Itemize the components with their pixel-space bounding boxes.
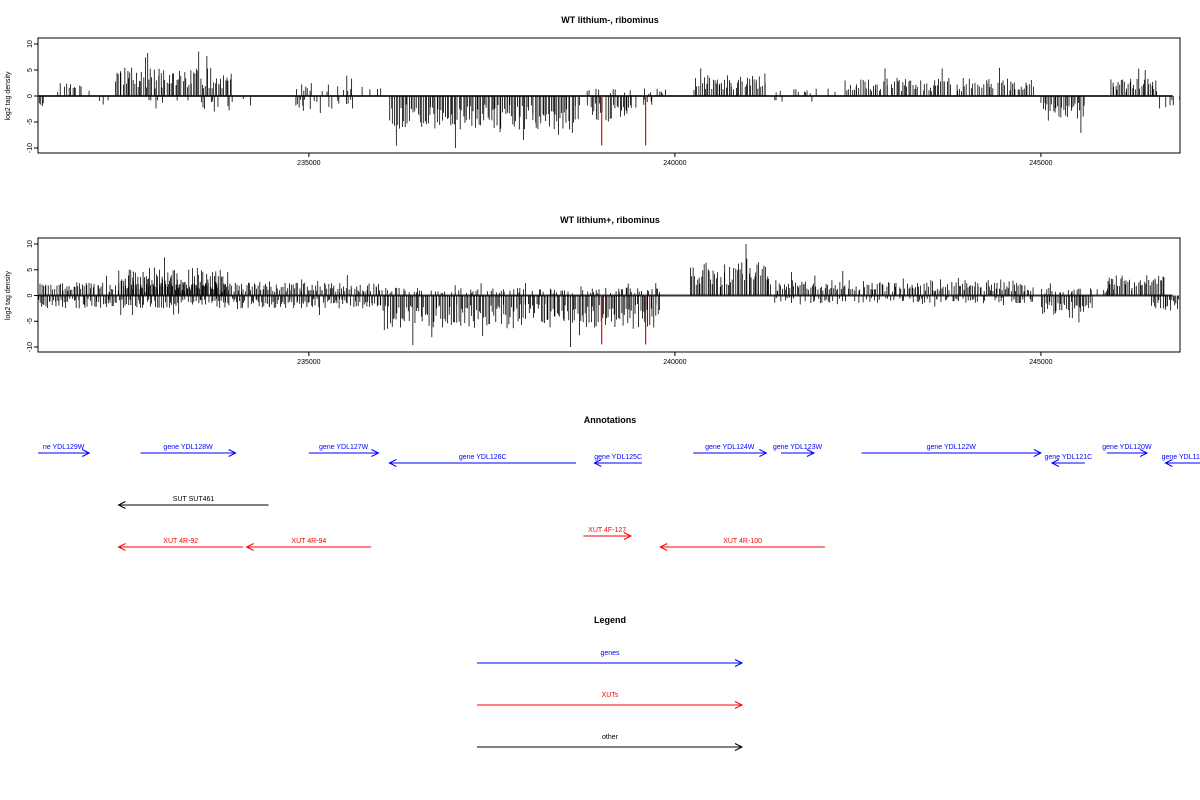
legend-arrow-head bbox=[734, 743, 744, 751]
feature-arrow-head bbox=[659, 543, 668, 551]
track-panel: WT lithium-, ribominus 10 5 0 -5 -10 log2 tag … bbox=[5, 15, 1181, 167]
annotation-feature: gene YDL121C bbox=[1044, 454, 1092, 467]
annotation-feature: gene YDL125C bbox=[593, 454, 642, 467]
y-axis-label: log2 tag density bbox=[5, 270, 12, 320]
annotation-feature: gene YDL119 bbox=[1162, 454, 1200, 467]
annotation-feature: XUT 4R-92 bbox=[117, 538, 243, 551]
annotation-feature: gene YDL120W bbox=[1102, 444, 1152, 457]
x-tick-label: 245000 bbox=[1029, 160, 1052, 167]
feature-arrow-head bbox=[623, 532, 633, 540]
feature-arrow-head bbox=[117, 543, 126, 551]
y-tick-label: 5 bbox=[27, 68, 34, 72]
feature-arrow-head bbox=[806, 449, 816, 457]
feature-label: gene YDL121C bbox=[1044, 454, 1092, 461]
annotation-feature: gene YDL127W bbox=[308, 444, 380, 457]
annotation-feature: SUT SUT461 bbox=[117, 496, 269, 509]
x-tick-label: 235000 bbox=[297, 160, 320, 167]
feature-label: XUT 4R-94 bbox=[291, 538, 326, 545]
annotation-feature: gene YDL122W bbox=[861, 444, 1043, 457]
y-axis-label: log2 tag density bbox=[5, 71, 12, 121]
annotation-feature: gene YDL126C bbox=[388, 454, 577, 467]
feature-arrow-head bbox=[1164, 459, 1173, 467]
feature-label: gene YDL119 bbox=[1162, 454, 1200, 461]
x-tick-label: 245000 bbox=[1029, 359, 1052, 366]
annotations-title: Annotations bbox=[584, 415, 637, 425]
y-tick-label: -5 bbox=[27, 119, 34, 125]
feature-arrow-head bbox=[245, 543, 254, 551]
panel-title: WT lithium+, ribominus bbox=[560, 215, 660, 225]
annotation-feature: XUT 4R-100 bbox=[659, 538, 825, 551]
feature-label: gene YDL126C bbox=[459, 454, 507, 461]
y-tick-label: 10 bbox=[27, 240, 34, 248]
feature-arrow-head bbox=[371, 449, 380, 457]
feature-label: gene YDL122W bbox=[927, 444, 977, 451]
feature-label: XUT 4F-127 bbox=[588, 527, 626, 534]
annotation-feature: gene YDL123W bbox=[773, 444, 823, 457]
legend-label: other bbox=[602, 734, 619, 741]
annotation-feature: XUT 4F-127 bbox=[583, 527, 633, 540]
feature-arrow-head bbox=[228, 449, 237, 457]
feature-arrow-head bbox=[117, 501, 126, 509]
panel-title: WT lithium-, ribominus bbox=[561, 15, 659, 25]
legend-arrow-head bbox=[734, 701, 744, 709]
signal-bars bbox=[37, 244, 1179, 347]
feature-label: gene YDL120W bbox=[1102, 444, 1152, 451]
feature-arrow-head bbox=[1139, 449, 1149, 457]
feature-arrow-head bbox=[593, 459, 602, 467]
legend-arrow-head bbox=[734, 659, 744, 667]
feature-arrow-head bbox=[388, 459, 397, 467]
feature-label: XUT 4R-92 bbox=[163, 538, 198, 545]
feature-label: gene YDL127W bbox=[319, 444, 369, 451]
legend-item: XUTs bbox=[477, 692, 744, 709]
feature-arrow-head bbox=[1050, 459, 1060, 467]
legend-label: XUTs bbox=[602, 692, 619, 699]
y-tick-label: 10 bbox=[27, 40, 34, 48]
y-tick-label: 0 bbox=[27, 293, 34, 297]
x-tick-label: 240000 bbox=[663, 160, 686, 167]
y-tick-label: 5 bbox=[27, 268, 34, 272]
feature-arrow-head bbox=[82, 449, 91, 457]
feature-arrow-head bbox=[1033, 449, 1043, 457]
annotation-feature: gene YDL128W bbox=[140, 444, 237, 457]
feature-label: XUT 4R-100 bbox=[723, 538, 762, 545]
annotation-track: Annotations ne YDL129W gene YDL128W gene Y… bbox=[38, 415, 1200, 551]
feature-label: gene YDL123W bbox=[773, 444, 823, 451]
feature-label: gene YDL128W bbox=[163, 444, 213, 451]
annotation-feature: gene YDL124W bbox=[693, 444, 768, 457]
y-tick-label: 0 bbox=[27, 94, 34, 98]
y-tick-label: -5 bbox=[27, 318, 34, 324]
track-panel: WT lithium+, ribominus 10 5 0 -5 -10 log2 tag … bbox=[5, 215, 1181, 366]
signal-bars bbox=[38, 51, 1181, 148]
x-tick-label: 235000 bbox=[297, 359, 320, 366]
legend-item: other bbox=[477, 734, 744, 751]
feature-label: gene YDL125C bbox=[594, 454, 642, 461]
track-panels: WT lithium-, ribominus 10 5 0 -5 -10 log2 tag … bbox=[5, 15, 1181, 366]
legend-label: genes bbox=[600, 650, 620, 657]
feature-label: SUT SUT461 bbox=[173, 496, 215, 503]
y-tick-label: -10 bbox=[27, 143, 34, 153]
feature-arrow-head bbox=[759, 449, 768, 457]
annotation-feature: ne YDL129W bbox=[38, 444, 91, 457]
annotation-feature: XUT 4R-94 bbox=[245, 538, 372, 551]
feature-label: gene YDL124W bbox=[705, 444, 755, 451]
x-tick-label: 240000 bbox=[663, 359, 686, 366]
feature-label: ne YDL129W bbox=[43, 444, 85, 451]
legend: Legend genes XUTs other bbox=[477, 615, 744, 751]
legend-title: Legend bbox=[594, 615, 626, 625]
y-tick-label: -10 bbox=[27, 342, 34, 352]
legend-item: genes bbox=[477, 650, 744, 667]
